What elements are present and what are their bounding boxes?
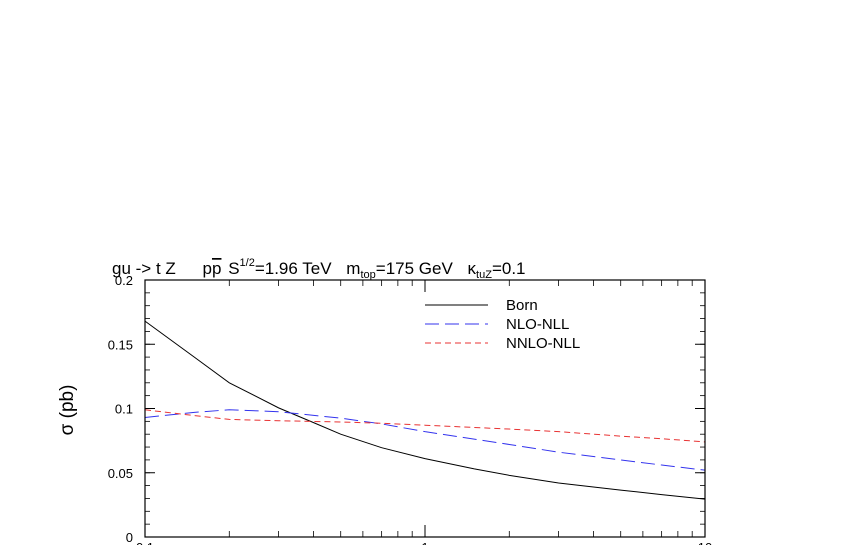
- y-axis-label: σ (pb): [57, 385, 78, 436]
- y-tick-label: 0.2: [115, 273, 133, 288]
- title-energy-base: S: [228, 259, 239, 278]
- y-tick-label: 0.15: [108, 337, 133, 352]
- title-collider-p: p: [203, 259, 212, 278]
- title-kappa-value: =0.1: [492, 259, 526, 278]
- title-mass-value: =175 GeV: [376, 259, 454, 278]
- series-line-nlo-nll: [144, 409, 706, 471]
- x-tick-label: 1: [421, 540, 428, 545]
- legend-label-born: Born: [506, 297, 538, 314]
- title-process: gu -> t Z: [112, 259, 176, 278]
- x-tick-label: 10: [698, 540, 712, 545]
- title-kappa-base: κ: [468, 259, 477, 278]
- y-tick-label: 0: [126, 530, 133, 545]
- y-tick-label: 0.1: [115, 402, 133, 417]
- title-mass-base: m: [346, 259, 360, 278]
- y-tick-label: 0.05: [108, 466, 133, 481]
- axis-ticks: 0 0.05 0.1 0.15 0.2 0.1 1 10: [108, 273, 713, 545]
- legend-label-nnlo-nll: NNLO-NLL: [506, 335, 580, 352]
- plot-series: [144, 320, 706, 500]
- series-line-born: [144, 320, 706, 500]
- plot-frame: [144, 279, 706, 538]
- title-energy-exp: 1/2: [240, 257, 255, 269]
- title-collider-pbar: p: [212, 259, 221, 278]
- title-mass-sub: top: [360, 269, 375, 281]
- chart-title: gu -> t Z pp S1/2=1.96 TeV mtop=175 GeV …: [112, 257, 526, 281]
- title-energy-value: =1.96 TeV: [255, 259, 332, 278]
- legend-label-nlo-nll: NLO-NLL: [506, 316, 569, 333]
- x-tick-label: 0.1: [136, 540, 154, 545]
- title-kappa-sub: tuZ: [476, 269, 492, 281]
- legend: Born NLO-NLL NNLO-NLL: [425, 297, 580, 352]
- series-line-nnlo-nll: [144, 409, 706, 443]
